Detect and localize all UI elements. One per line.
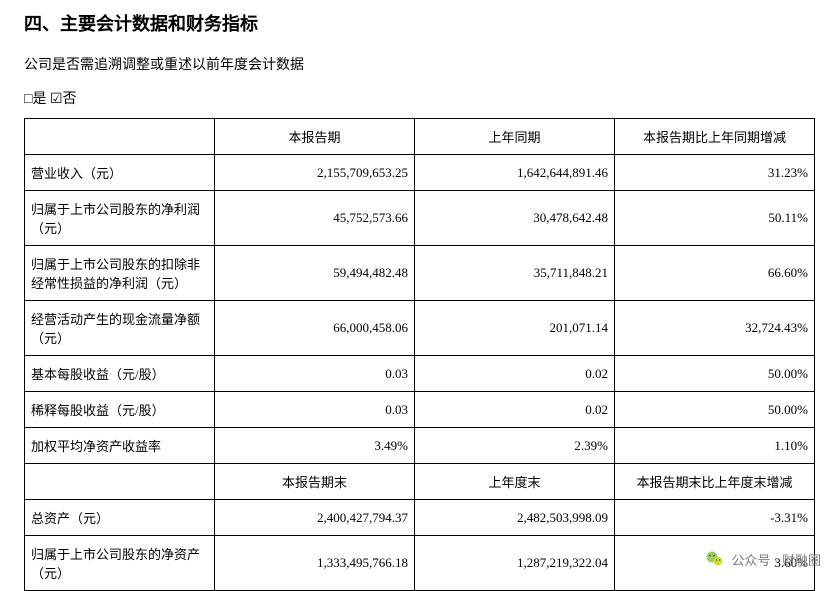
table-row: 稀释每股收益（元/股）0.030.0250.00% (25, 392, 815, 428)
row-label: 总资产（元） (25, 500, 215, 536)
checkbox-line: □是 ☑否 (24, 88, 815, 108)
table-row: 营业收入（元）2,155,709,653.251,642,644,891.463… (25, 155, 815, 191)
cell-current: 1,333,495,766.18 (215, 536, 415, 591)
table-row: 归属于上市公司股东的净资产（元）1,333,495,766.181,287,21… (25, 536, 815, 591)
table-row: 加权平均净资产收益率3.49%2.39%1.10% (25, 428, 815, 464)
retrospective-question: 公司是否需追溯调整或重述以前年度会计数据 (24, 54, 815, 74)
cell-prior: 30,478,642.48 (415, 191, 615, 246)
section-title: 四、主要会计数据和财务指标 (24, 10, 815, 36)
cell-change: 32,724.43% (615, 301, 815, 356)
row-label: 经营活动产生的现金流量净额（元） (25, 301, 215, 356)
row-label: 归属于上市公司股东的净资产（元） (25, 536, 215, 591)
financial-table: 本报告期上年同期本报告期比上年同期增减营业收入（元）2,155,709,653.… (24, 118, 815, 591)
cell-prior: 1,642,644,891.46 (415, 155, 615, 191)
cell-prior: 35,711,848.21 (415, 246, 615, 301)
cell-current: 45,752,573.66 (215, 191, 415, 246)
period-end-header-cell (25, 464, 215, 500)
row-label: 归属于上市公司股东的扣除非经常性损益的净利润（元） (25, 246, 215, 301)
cell-prior: 0.02 (415, 356, 615, 392)
cell-prior: 1,287,219,322.04 (415, 536, 615, 591)
cell-change: 66.60% (615, 246, 815, 301)
period-end-header-cell: 本报告期末比上年度末增减 (615, 464, 815, 500)
period-header-cell: 本报告期 (215, 119, 415, 155)
row-label: 基本每股收益（元/股） (25, 356, 215, 392)
wechat-icon (705, 549, 725, 569)
cell-current: 2,400,427,794.37 (215, 500, 415, 536)
cell-current: 0.03 (215, 356, 415, 392)
cell-prior: 2,482,503,998.09 (415, 500, 615, 536)
period-end-header-cell: 上年度末 (415, 464, 615, 500)
row-label: 加权平均净资产收益率 (25, 428, 215, 464)
cell-change: -3.31% (615, 500, 815, 536)
footer-brand: 公众号 · 财融圈 (705, 549, 821, 569)
table-row: 基本每股收益（元/股）0.030.0250.00% (25, 356, 815, 392)
cell-prior: 0.02 (415, 392, 615, 428)
cell-current: 3.49% (215, 428, 415, 464)
row-label: 归属于上市公司股东的净利润（元） (25, 191, 215, 246)
table-row: 归属于上市公司股东的净利润（元）45,752,573.6630,478,642.… (25, 191, 815, 246)
brand-text: 公众号 · 财融圈 (731, 550, 821, 569)
period-end-header: 本报告期末上年度末本报告期末比上年度末增减 (25, 464, 815, 500)
table-row: 总资产（元）2,400,427,794.372,482,503,998.09-3… (25, 500, 815, 536)
period-end-header-cell: 本报告期末 (215, 464, 415, 500)
cell-current: 66,000,458.06 (215, 301, 415, 356)
cell-prior: 2.39% (415, 428, 615, 464)
page-container: 四、主要会计数据和财务指标 公司是否需追溯调整或重述以前年度会计数据 □是 ☑否… (0, 0, 839, 591)
cell-change: 50.11% (615, 191, 815, 246)
table-row: 归属于上市公司股东的扣除非经常性损益的净利润（元）59,494,482.4835… (25, 246, 815, 301)
cell-change: 31.23% (615, 155, 815, 191)
cell-change: 1.10% (615, 428, 815, 464)
cell-prior: 201,071.14 (415, 301, 615, 356)
period-header-cell: 上年同期 (415, 119, 615, 155)
cell-current: 0.03 (215, 392, 415, 428)
cell-change: 50.00% (615, 392, 815, 428)
cell-current: 59,494,482.48 (215, 246, 415, 301)
period-header-cell (25, 119, 215, 155)
row-label: 营业收入（元） (25, 155, 215, 191)
row-label: 稀释每股收益（元/股） (25, 392, 215, 428)
cell-change: 50.00% (615, 356, 815, 392)
cell-current: 2,155,709,653.25 (215, 155, 415, 191)
table-row: 经营活动产生的现金流量净额（元）66,000,458.06201,071.143… (25, 301, 815, 356)
period-header-cell: 本报告期比上年同期增减 (615, 119, 815, 155)
period-header: 本报告期上年同期本报告期比上年同期增减 (25, 119, 815, 155)
